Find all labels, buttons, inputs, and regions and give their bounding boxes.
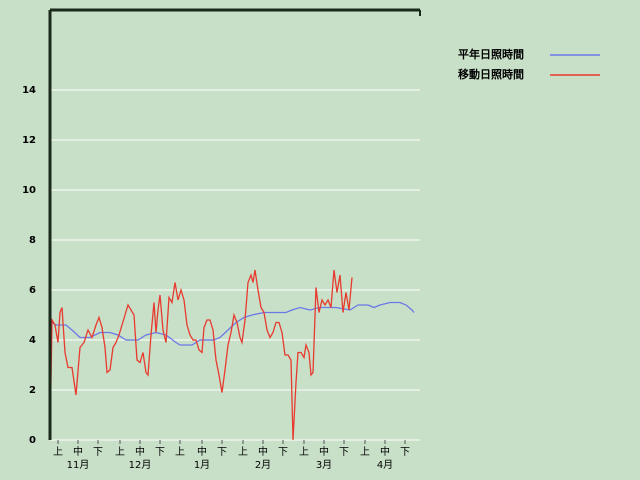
x-tick-label: 下 [339, 447, 349, 458]
legend-label: 移動日照時間 [458, 67, 524, 81]
x-tick-label: 中 [135, 445, 145, 458]
month-label: 11月 [67, 459, 90, 471]
month-label: 1月 [194, 459, 210, 471]
x-tick-label: 上 [53, 446, 63, 458]
x-tick-label: 下 [400, 447, 410, 458]
month-label: 2月 [255, 459, 271, 471]
x-tick-label: 上 [360, 446, 370, 458]
y-tick-label: 10 [22, 185, 36, 196]
x-tick-label: 中 [380, 445, 390, 458]
x-tick-label: 上 [238, 446, 248, 458]
y-tick-label: 2 [29, 385, 36, 396]
y-tick-label: 14 [22, 85, 36, 96]
x-tick-label: 下 [93, 447, 103, 458]
x-tick-label: 下 [155, 447, 165, 458]
month-label: 12月 [129, 459, 152, 471]
x-tick-label: 上 [299, 446, 309, 458]
legend-label: 平年日照時間 [458, 47, 524, 61]
x-tick-label: 上 [115, 446, 125, 458]
y-tick-label: 0 [29, 435, 36, 446]
y-tick-label: 12 [22, 135, 36, 146]
x-tick-label: 中 [258, 445, 268, 458]
x-tick-label: 上 [175, 446, 185, 458]
month-label: 4月 [377, 459, 393, 471]
series-line [49, 269, 353, 441]
y-tick-label: 8 [29, 235, 36, 246]
x-tick-label: 中 [197, 445, 207, 458]
series-line [51, 301, 415, 346]
x-tick-label: 中 [73, 445, 83, 458]
month-label: 3月 [316, 459, 332, 471]
x-tick-label: 下 [217, 447, 227, 458]
y-tick-label: 4 [29, 335, 36, 346]
x-tick-label: 下 [278, 447, 288, 458]
y-tick-label: 6 [29, 285, 36, 296]
x-tick-label: 中 [319, 445, 329, 458]
